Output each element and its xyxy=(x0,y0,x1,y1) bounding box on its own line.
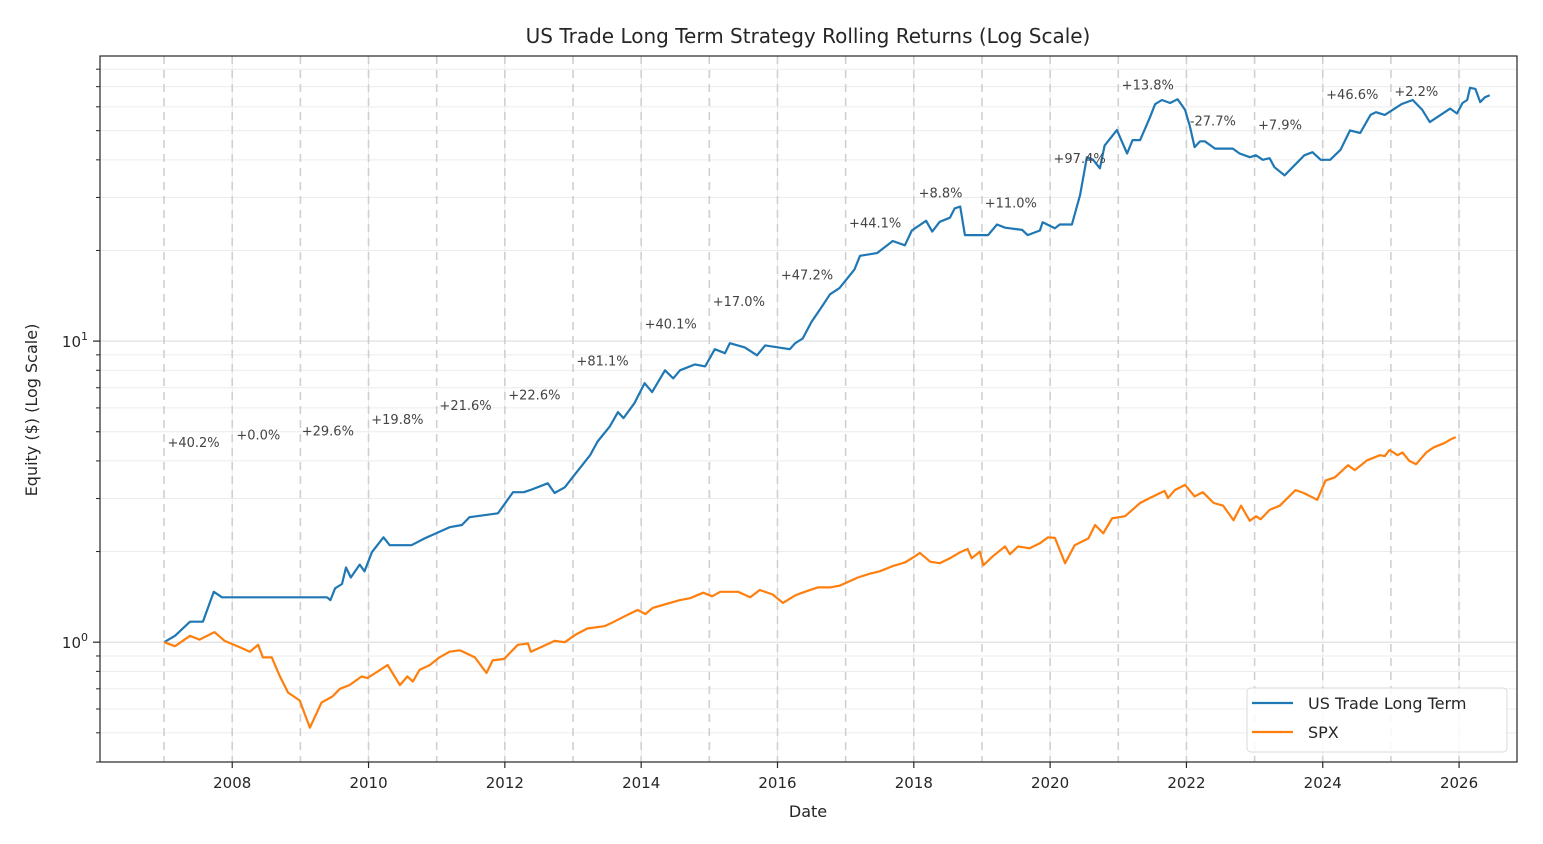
annual-return-annotation: +7.9% xyxy=(1258,118,1302,133)
x-tick-label: 2022 xyxy=(1167,774,1205,792)
legend: US Trade Long Term SPX xyxy=(1246,687,1508,753)
annual-return-annotation: +22.6% xyxy=(508,388,560,403)
annual-return-annotation: +2.2% xyxy=(1394,85,1438,100)
annual-return-annotation: +0.0% xyxy=(236,428,280,443)
y-tick-label: 101 xyxy=(62,330,88,351)
annual-return-annotation: +40.2% xyxy=(167,436,219,451)
x-tick-label: 2014 xyxy=(622,774,660,792)
grid-minor xyxy=(100,68,1517,763)
legend-box xyxy=(1246,687,1508,753)
annual-return-annotation: +81.1% xyxy=(576,354,628,369)
x-tick-label: 2012 xyxy=(486,774,524,792)
y-tick-label: 100 xyxy=(62,631,88,652)
annual-return-annotation: +46.6% xyxy=(1326,88,1378,103)
annual-return-annotation: +21.6% xyxy=(439,399,491,414)
x-tick-label: 2008 xyxy=(213,774,251,792)
plot-frame xyxy=(99,55,1518,763)
x-tick-label: 2024 xyxy=(1304,774,1342,792)
annual-return-annotation: +47.2% xyxy=(781,269,833,284)
annual-return-annotation: +40.1% xyxy=(645,318,697,333)
x-tick-label: 2010 xyxy=(349,774,387,792)
x-axis-label: Date xyxy=(789,802,827,821)
series-line-us-trade-long-term xyxy=(163,86,1491,644)
series-layer xyxy=(163,86,1491,729)
series-line-spx xyxy=(163,436,1457,729)
annual-return-annotation: +8.8% xyxy=(919,186,963,201)
y-axis-ticks: 100 101 xyxy=(62,68,100,763)
annotations: +40.2% +0.0% +29.6% +19.8% +21.6% +22.6% +81.1… xyxy=(167,78,1438,450)
annual-return-annotation: +11.0% xyxy=(985,196,1037,211)
x-tick-label: 2020 xyxy=(1031,774,1069,792)
annual-return-annotation: +13.8% xyxy=(1122,78,1174,93)
legend-label-spx: SPX xyxy=(1308,723,1339,742)
x-axis-ticks: 2008 2010 2012 2014 2016 2018 2020 2022 2024 2026 xyxy=(213,762,1478,792)
x-tick-label: 2018 xyxy=(895,774,933,792)
x-tick-label: 2026 xyxy=(1440,774,1478,792)
annual-return-annotation: -27.7% xyxy=(1190,115,1236,130)
annual-return-annotation: +17.0% xyxy=(713,295,765,310)
legend-label-us-trade: US Trade Long Term xyxy=(1308,694,1466,713)
x-tick-label: 2016 xyxy=(758,774,796,792)
annual-return-annotation: +19.8% xyxy=(371,413,423,428)
chart-title: US Trade Long Term Strategy Rolling Retu… xyxy=(526,24,1091,48)
annual-return-annotation: +44.1% xyxy=(849,217,901,232)
y-axis-label: Equity ($) (Log Scale) xyxy=(22,324,41,497)
annual-return-annotation: +29.6% xyxy=(302,425,354,440)
annual-return-annotation: +97.4% xyxy=(1054,152,1106,167)
